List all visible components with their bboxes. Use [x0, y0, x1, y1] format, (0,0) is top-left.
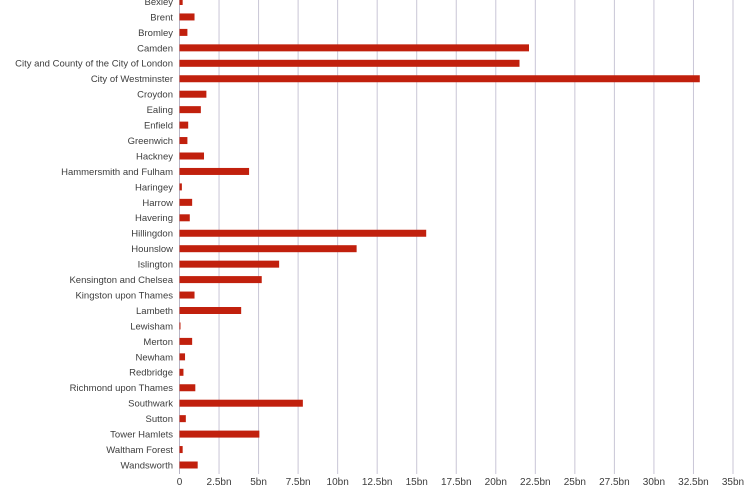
bar-newham — [179, 353, 186, 361]
category-label: Redbridge — [129, 368, 173, 379]
category-label: Newham — [136, 352, 174, 363]
x-tick-label: 7.5bn — [286, 477, 311, 488]
bar-hounslow — [179, 245, 357, 253]
bar-ealing — [179, 106, 201, 114]
category-label: Haringey — [135, 182, 173, 193]
category-label: Southwark — [128, 399, 173, 410]
bar-greenwich — [179, 137, 188, 145]
bar-hammersmith-and-fulham — [179, 167, 250, 175]
category-label: Kensington and Chelsea — [69, 275, 173, 286]
bar-hackney — [179, 152, 205, 160]
bar-kingston-upon-thames — [179, 291, 195, 299]
category-label: City and County of the City of London — [15, 59, 173, 70]
bar-wandsworth — [179, 461, 198, 469]
bar-waltham-forest — [179, 446, 183, 454]
category-label: Havering — [135, 213, 173, 224]
category-label-layer: Bexley Brent Bromley Camden City and County … — [15, 0, 174, 471]
category-label: Sutton — [146, 414, 173, 425]
x-tick-label: 10bn — [327, 477, 349, 488]
bar-lewisham — [179, 322, 181, 330]
bar-southwark — [179, 399, 303, 407]
category-label: Waltham Forest — [106, 445, 173, 456]
category-label: Bexley — [144, 0, 173, 8]
bar-bexley — [179, 0, 183, 5]
category-label: Islington — [138, 260, 173, 271]
bar-hillingdon — [179, 229, 427, 237]
category-label: Lambeth — [136, 306, 173, 317]
x-tick-label: 32.5bn — [678, 477, 709, 488]
bar-kensington-and-chelsea — [179, 276, 262, 284]
category-label: Wandsworth — [121, 460, 173, 471]
x-tick-label: 17.5bn — [441, 477, 472, 488]
x-tick-label: 22.5bn — [520, 477, 551, 488]
category-label: Hounslow — [131, 244, 173, 255]
x-tick-label: 12.5bn — [362, 477, 393, 488]
category-label: Camden — [137, 43, 173, 54]
category-label: Hillingdon — [131, 229, 173, 240]
bar-bromley — [179, 28, 188, 36]
bar-islington — [179, 260, 280, 268]
bar-lambeth — [179, 307, 242, 314]
category-label: Hammersmith and Fulham — [61, 167, 173, 178]
bar-merton — [179, 337, 193, 345]
x-tick-label-layer: 0 2.5bn 5bn 7.5bn 10bn 12.5bn 15bn 17.5bn 20bn 22… — [177, 477, 744, 488]
bar-croydon — [179, 90, 207, 98]
x-tick-label: 5bn — [250, 477, 267, 488]
category-label: Merton — [143, 337, 173, 348]
category-label: Ealing — [147, 105, 173, 116]
bar-city-and-county-of-the-city-of-london — [179, 59, 520, 67]
bar-haringey — [179, 183, 182, 191]
bar-brent — [179, 13, 195, 21]
bar-tower-hamlets — [179, 430, 260, 438]
x-tick-label: 20bn — [485, 477, 507, 488]
x-tick-label: 2.5bn — [207, 477, 232, 488]
category-label: Hackney — [136, 151, 173, 162]
x-tick-label: 0 — [177, 477, 183, 488]
category-label: Tower Hamlets — [110, 430, 173, 441]
x-tick-label: 30bn — [643, 477, 665, 488]
x-tick-label: 15bn — [406, 477, 428, 488]
category-label: Enfield — [144, 121, 173, 132]
category-label: Greenwich — [128, 136, 173, 147]
bar-sutton — [179, 415, 186, 423]
category-label: Richmond upon Thames — [70, 383, 174, 394]
bar-redbridge — [179, 368, 184, 376]
bar-richmond-upon-thames — [179, 384, 196, 392]
bar-havering — [179, 214, 190, 222]
x-tick-label: 35bn — [722, 477, 744, 488]
x-tick-label: 27.5bn — [599, 477, 630, 488]
category-label: Harrow — [142, 198, 173, 209]
bar-city-of-westminster — [179, 75, 700, 83]
category-label: Bromley — [138, 28, 173, 39]
bar-camden — [179, 44, 529, 52]
category-label: Kingston upon Thames — [75, 290, 173, 301]
x-tick-label: 25bn — [564, 477, 586, 488]
bar-enfield — [179, 121, 189, 129]
bar-harrow — [179, 198, 193, 206]
category-label: Brent — [150, 12, 173, 23]
bar-layer — [179, 0, 700, 469]
category-label: Croydon — [137, 90, 173, 101]
category-label: Lewisham — [130, 321, 173, 332]
category-label: City of Westminster — [91, 74, 173, 85]
